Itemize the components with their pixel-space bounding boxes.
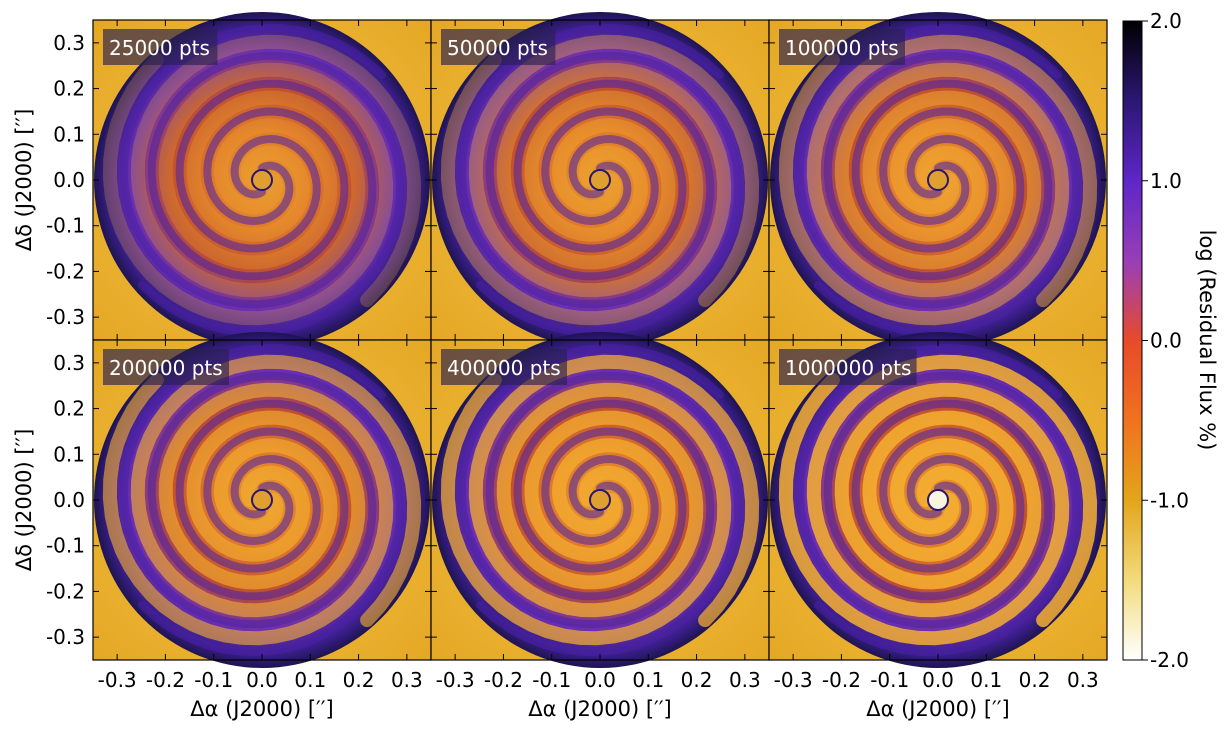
y-tick-label: 0.2 <box>53 397 85 421</box>
spiral-arm <box>119 23 387 309</box>
spiral-arm <box>137 51 405 337</box>
panel-label: 400000 pts <box>447 356 561 380</box>
x-axis-label-1: Δα (J2000) [′′] <box>190 697 334 721</box>
x-tick-label: -0.2 <box>146 668 185 692</box>
central-mask <box>927 489 949 511</box>
y-tick-label: 0.3 <box>53 31 85 55</box>
colorbar-label: log (Residual Flux %) <box>1195 230 1219 451</box>
central-mask <box>927 169 949 191</box>
spiral-arm <box>137 371 405 657</box>
y-tick-label: -0.3 <box>46 625 85 649</box>
panel-4: 200000 pts <box>92 332 432 668</box>
panel-label: 100000 pts <box>785 36 899 60</box>
y-tick-label: 0.0 <box>53 488 85 512</box>
panel-label: 50000 pts <box>447 36 548 60</box>
panel-label-box: 50000 pts <box>441 29 556 65</box>
central-mask <box>589 169 611 191</box>
x-tick-label: 0.0 <box>922 668 954 692</box>
spiral-arm <box>813 371 1081 657</box>
axes: 0.3 0.2 0.1 0.0 -0.1 -0.2 -0.3 -0.3 -0.2 -0.1 0.0 0… <box>46 31 1099 692</box>
colorbar-tick-label: 0.0 <box>1150 329 1182 353</box>
x-axis-label-3: Δα (J2000) [′′] <box>866 697 1010 721</box>
central-mask <box>589 489 611 511</box>
spiral-arm <box>440 52 732 326</box>
panel-3: 100000 pts <box>768 12 1108 348</box>
colorbar-tick-label: 2.0 <box>1150 9 1182 33</box>
spiral-arm <box>102 372 394 646</box>
x-tick-label: -0.1 <box>532 668 571 692</box>
colorbar <box>1122 20 1143 661</box>
x-axis-label-2: Δα (J2000) [′′] <box>528 697 672 721</box>
central-mask <box>251 169 273 191</box>
panel-label-box: 100000 pts <box>779 29 905 65</box>
spiral-arm <box>813 51 1081 337</box>
panel-1: 25000 pts <box>92 12 432 348</box>
y-tick-label: -0.2 <box>46 579 85 603</box>
spiral-arm <box>102 52 394 326</box>
panel-5: 400000 pts <box>430 332 770 668</box>
y-axis-label-top: Δδ (J2000) [′′] <box>12 109 36 252</box>
x-tick-label: -0.3 <box>774 668 813 692</box>
x-tick-label: -0.3 <box>436 668 475 692</box>
x-tick-label: 0.3 <box>1067 668 1099 692</box>
panel-6: 1000000 pts <box>768 332 1108 668</box>
y-tick-label: -0.1 <box>46 534 85 558</box>
panel-label-box: 200000 pts <box>103 349 229 385</box>
y-tick-label: -0.3 <box>46 305 85 329</box>
y-tick-label: -0.1 <box>46 214 85 238</box>
spiral-arm <box>795 23 1063 309</box>
x-tick-label: 0.1 <box>632 668 664 692</box>
spiral-arm <box>457 23 725 309</box>
panels: 25000 pts 50000 pts 100000 pts 200000 pts 40… <box>92 12 1108 668</box>
panel-label-box: 1000000 pts <box>779 349 917 385</box>
x-tick-label: 0.2 <box>1019 668 1051 692</box>
spiral-arm <box>778 372 1070 646</box>
central-mask <box>251 489 273 511</box>
x-tick-label: 0.2 <box>343 668 375 692</box>
x-tick-label: 0.0 <box>246 668 278 692</box>
x-tick-label: -0.2 <box>822 668 861 692</box>
colorbar-tick-label: -1.0 <box>1150 488 1189 512</box>
spiral-arm <box>475 51 743 337</box>
x-tick-label: -0.1 <box>194 668 233 692</box>
spiral-arm <box>475 371 743 657</box>
spiral-arm <box>440 372 732 646</box>
spiral-arm <box>457 343 725 629</box>
y-tick-label: -0.2 <box>46 259 85 283</box>
x-tick-label: -0.1 <box>870 668 909 692</box>
x-tick-label: 0.3 <box>391 668 423 692</box>
spiral-arm <box>119 343 387 629</box>
panel-label-box: 400000 pts <box>441 349 567 385</box>
y-tick-label: 0.3 <box>53 351 85 375</box>
x-tick-label: -0.2 <box>484 668 523 692</box>
x-tick-label: 0.3 <box>729 668 761 692</box>
y-tick-label: 0.1 <box>53 122 85 146</box>
x-tick-label: 0.0 <box>584 668 616 692</box>
spiral-arm <box>778 52 1070 326</box>
spiral-arm <box>795 343 1063 629</box>
colorbar-tick-label: -2.0 <box>1150 648 1189 672</box>
y-tick-label: 0.0 <box>53 168 85 192</box>
panel-label: 1000000 pts <box>785 356 911 380</box>
y-axis-label-bottom: Δδ (J2000) [′′] <box>12 429 36 572</box>
panel-label: 200000 pts <box>109 356 223 380</box>
x-tick-label: 0.1 <box>970 668 1002 692</box>
x-tick-label: 0.1 <box>294 668 326 692</box>
x-tick-label: -0.3 <box>98 668 137 692</box>
colorbar-ticks: 2.0 1.0 0.0 -1.0 -2.0 <box>1142 9 1189 672</box>
colorbar-tick-label: 1.0 <box>1150 169 1182 193</box>
panel-label-box: 25000 pts <box>103 29 218 65</box>
panel-label: 25000 pts <box>109 36 210 60</box>
y-tick-label: 0.1 <box>53 442 85 466</box>
panel-2: 50000 pts <box>430 12 770 348</box>
x-tick-label: 0.2 <box>681 668 713 692</box>
y-tick-label: 0.2 <box>53 77 85 101</box>
